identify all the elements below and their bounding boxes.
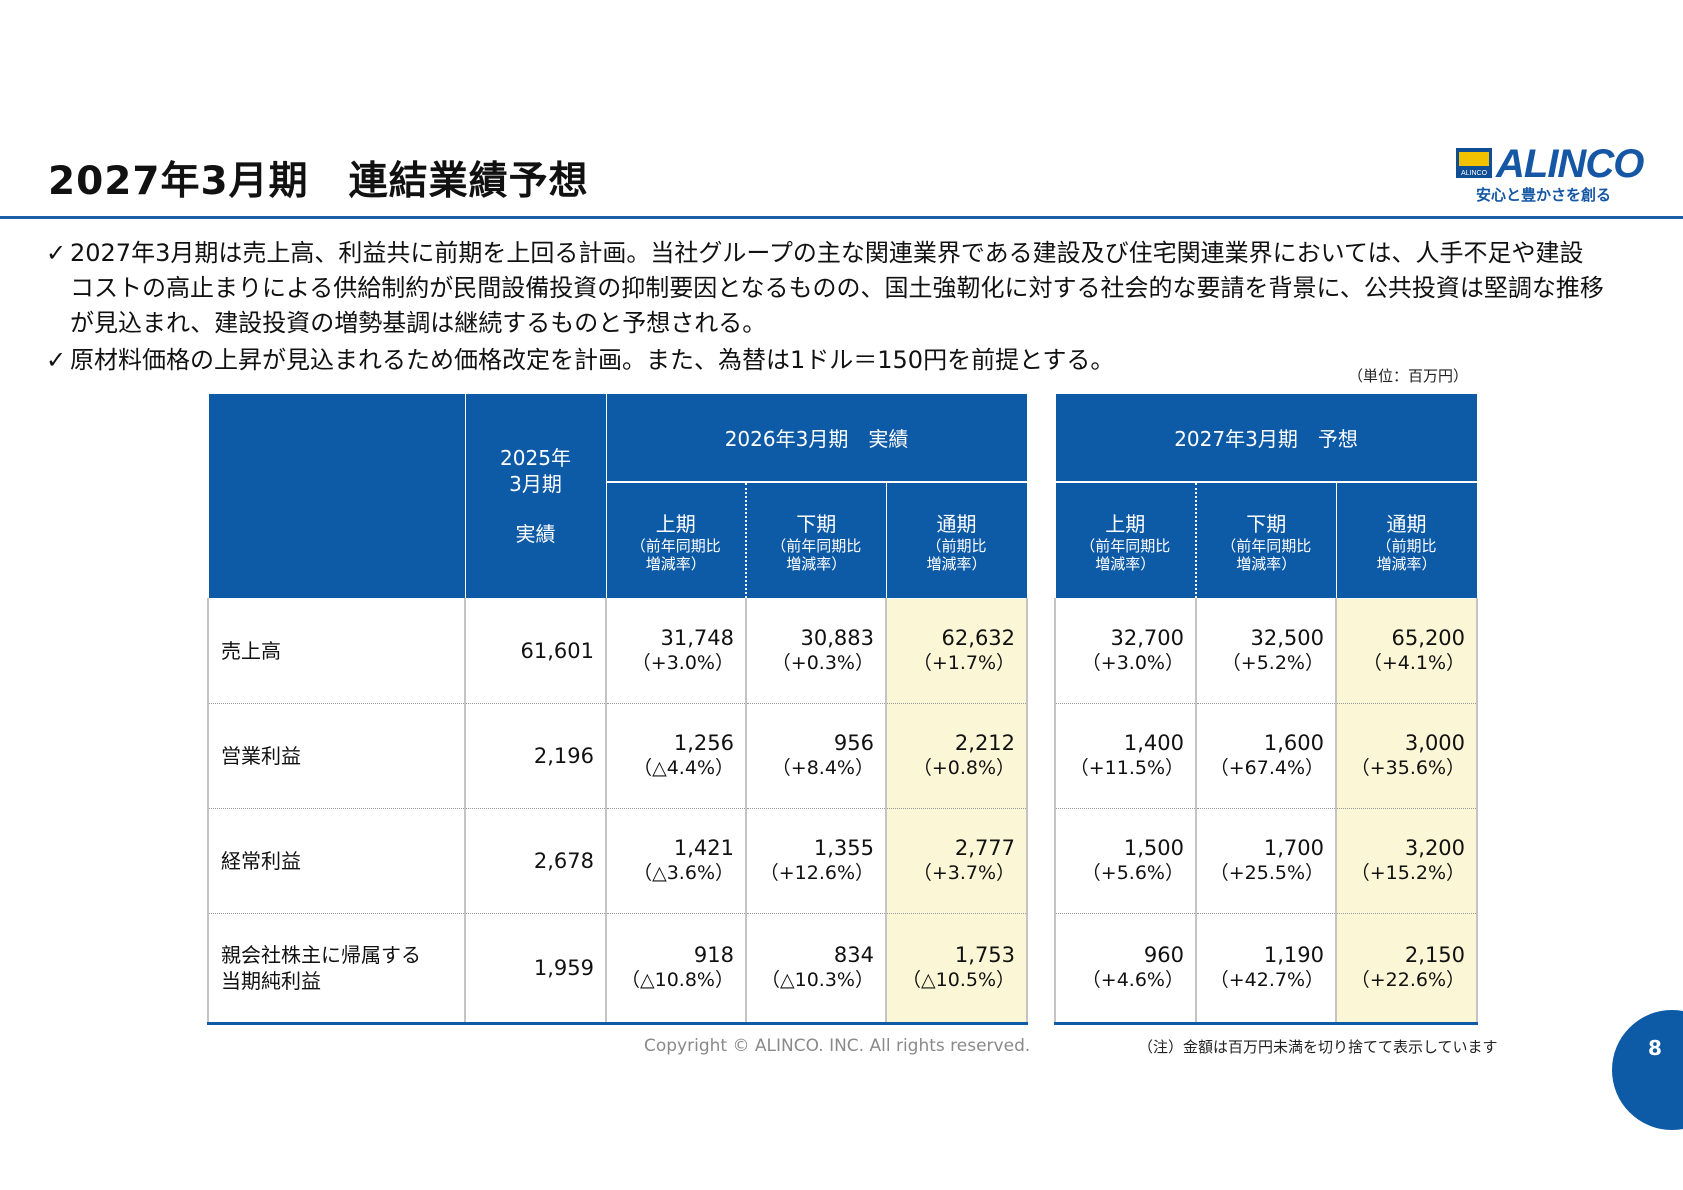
table-row: 960 （+4.6%） 1,190 （+42.7%） 2,150 （+22.6%） xyxy=(1054,913,1479,1025)
subheader-note: 増減率） xyxy=(1095,554,1156,573)
value-2027-h2: 1,700 （+25.5%） xyxy=(1195,808,1337,914)
value-2026-h2: 1,355 （+12.6%） xyxy=(745,808,887,914)
company-logo: ALINCO ALINCO 安心と豊かさを創る xyxy=(1456,142,1652,204)
header-2027-forecast: 2027年3月期 予想 xyxy=(1054,393,1478,483)
value-2026-fy: 2,777 （+3.7%） xyxy=(884,808,1029,914)
header-2027-fy: 通期 （前期比 増減率） xyxy=(1335,481,1478,599)
checkmark-icon: ✓ xyxy=(46,346,67,374)
value-2025: 2,196 xyxy=(464,703,607,809)
value-2027-fy: 3,000 （+35.6%） xyxy=(1334,703,1479,809)
value-2025: 61,601 xyxy=(464,598,607,704)
table-row: 経常利益 2,678 1,421 （△3.6%） 1,355 （+12.6%） 2,… xyxy=(207,808,1029,914)
results-table-actual: 2025年 3月期 実績 2026年3月期 実績 上期 （前年同期比 増減率） … xyxy=(207,393,1029,1025)
header-2026-fy: 通期 （前期比 増減率） xyxy=(885,481,1028,599)
subheader-note: 増減率） xyxy=(1236,554,1297,573)
value-2027-fy: 3,200 （+15.2%） xyxy=(1334,808,1479,914)
value-2027-h2: 1,600 （+67.4%） xyxy=(1195,703,1337,809)
subheader-main: 通期 xyxy=(936,511,977,536)
footnote: （注）金額は百万円未満を切り捨てて表示しています xyxy=(1138,1038,1498,1056)
header-2027-h1: 上期 （前年同期比 増減率） xyxy=(1054,481,1197,599)
table-row: 営業利益 2,196 1,256 （△4.4%） 956 （+8.4%） 2,212… xyxy=(207,703,1029,809)
copyright-text: Copyright © ALINCO. INC. All rights rese… xyxy=(644,1036,1031,1056)
value-2027-h1: 960 （+4.6%） xyxy=(1054,913,1197,1025)
bullet-item: ✓ 原材料価格の上昇が見込まれるため価格改定を計画。また、為替は1ドル＝150円… xyxy=(46,343,1606,378)
subheader-note: 増減率） xyxy=(1376,554,1437,573)
subheader-note: （前年同期比 xyxy=(1221,536,1312,555)
subheader-main: 通期 xyxy=(1386,511,1427,536)
value-2026-h2: 834 （△10.3%） xyxy=(745,913,887,1025)
value-2027-h1: 32,700 （+3.0%） xyxy=(1054,598,1197,704)
row-label: 親会社株主に帰属する 当期純利益 xyxy=(207,913,466,1025)
row-label: 経常利益 xyxy=(207,808,466,914)
subheader-main: 下期 xyxy=(1246,511,1287,536)
results-table-forecast: 2027年3月期 予想 上期 （前年同期比 増減率） 下期 （前年同期比 増減率… xyxy=(1054,393,1479,1025)
page-number: 8 xyxy=(1648,1036,1662,1060)
table-row: 売上高 61,601 31,748 （+3.0%） 30,883 （+0.3%） 6… xyxy=(207,598,1029,704)
subheader-main: 下期 xyxy=(796,511,837,536)
subheader-note: （前年同期比 xyxy=(630,536,721,555)
header-2026-actual: 2026年3月期 実績 xyxy=(605,393,1028,483)
subheader-note: （前年同期比 xyxy=(1080,536,1171,555)
subheader-note: （前年同期比 xyxy=(771,536,862,555)
value-2027-fy: 2,150 （+22.6%） xyxy=(1334,913,1479,1025)
header-2027-h2: 下期 （前年同期比 増減率） xyxy=(1195,481,1337,599)
value-2027-h1: 1,500 （+5.6%） xyxy=(1054,808,1197,914)
bullet-list: ✓ 2027年3月期は売上高、利益共に前期を上回る計画。当社グループの主な関連業… xyxy=(46,236,1606,378)
logo-wordmark: ALINCO xyxy=(1496,142,1644,186)
bullet-text: 2027年3月期は売上高、利益共に前期を上回る計画。当社グループの主な関連業界で… xyxy=(70,239,1604,337)
value-2025: 2,678 xyxy=(464,808,607,914)
header-2025-label: 実績 xyxy=(515,522,556,546)
header-2026-h2: 下期 （前年同期比 増減率） xyxy=(745,481,887,599)
header-2026-h1: 上期 （前年同期比 増減率） xyxy=(605,481,747,599)
corner-header xyxy=(207,393,466,599)
header-2025-year: 2025年 xyxy=(500,446,571,470)
value-2026-h1: 31,748 （+3.0%） xyxy=(605,598,747,704)
value-2026-h2: 956 （+8.4%） xyxy=(745,703,887,809)
table-row: 32,700 （+3.0%） 32,500 （+5.2%） 65,200 （+4.1%… xyxy=(1054,598,1479,704)
logo-slogan: 安心と豊かさを創る xyxy=(1476,186,1612,204)
unit-note: （単位：百万円） xyxy=(1348,367,1469,385)
subheader-main: 上期 xyxy=(1105,511,1146,536)
value-2026-fy: 62,632 （+1.7%） xyxy=(884,598,1029,704)
subheader-note: （前期比 xyxy=(926,536,987,555)
table-row: 1,500 （+5.6%） 1,700 （+25.5%） 3,200 （+15.2%） xyxy=(1054,808,1479,914)
subheader-note: 増減率） xyxy=(926,554,987,573)
subheader-main: 上期 xyxy=(655,511,696,536)
logo-mark-text: ALINCO xyxy=(1460,170,1488,177)
value-2027-h2: 1,190 （+42.7%） xyxy=(1195,913,1337,1025)
bullet-item: ✓ 2027年3月期は売上高、利益共に前期を上回る計画。当社グループの主な関連業… xyxy=(46,236,1606,341)
header-2025-actual: 2025年 3月期 実績 xyxy=(464,393,607,599)
checkmark-icon: ✓ xyxy=(46,239,67,267)
table-row: 1,400 （+11.5%） 1,600 （+67.4%） 3,000 （+35.6%… xyxy=(1054,703,1479,809)
page-number-badge: 8 xyxy=(1612,1010,1683,1130)
value-2026-h1: 918 （△10.8%） xyxy=(605,913,747,1025)
value-2026-h2: 30,883 （+0.3%） xyxy=(745,598,887,704)
subheader-note: 増減率） xyxy=(645,554,706,573)
subheader-note: （前期比 xyxy=(1376,536,1437,555)
title-divider xyxy=(0,216,1683,219)
bullet-text: 原材料価格の上昇が見込まれるため価格改定を計画。また、為替は1ドル＝150円を前… xyxy=(70,346,1115,374)
subheader-note: 増減率） xyxy=(786,554,847,573)
header-2025-period: 3月期 xyxy=(509,472,562,496)
row-label: 売上高 xyxy=(207,598,466,704)
value-2025: 1,959 xyxy=(464,913,607,1025)
page-title: 2027年3月期 連結業績予想 xyxy=(48,159,589,204)
value-2026-h1: 1,256 （△4.4%） xyxy=(605,703,747,809)
row-label: 営業利益 xyxy=(207,703,466,809)
value-2027-fy: 65,200 （+4.1%） xyxy=(1334,598,1479,704)
value-2026-fy: 1,753 （△10.5%） xyxy=(884,913,1029,1025)
value-2026-h1: 1,421 （△3.6%） xyxy=(605,808,747,914)
value-2027-h2: 32,500 （+5.2%） xyxy=(1195,598,1337,704)
table-row: 親会社株主に帰属する 当期純利益 1,959 918 （△10.8%） 834 （△1… xyxy=(207,913,1029,1025)
value-2026-fy: 2,212 （+0.8%） xyxy=(884,703,1029,809)
value-2027-h1: 1,400 （+11.5%） xyxy=(1054,703,1197,809)
logo-mark-icon: ALINCO xyxy=(1456,148,1492,178)
